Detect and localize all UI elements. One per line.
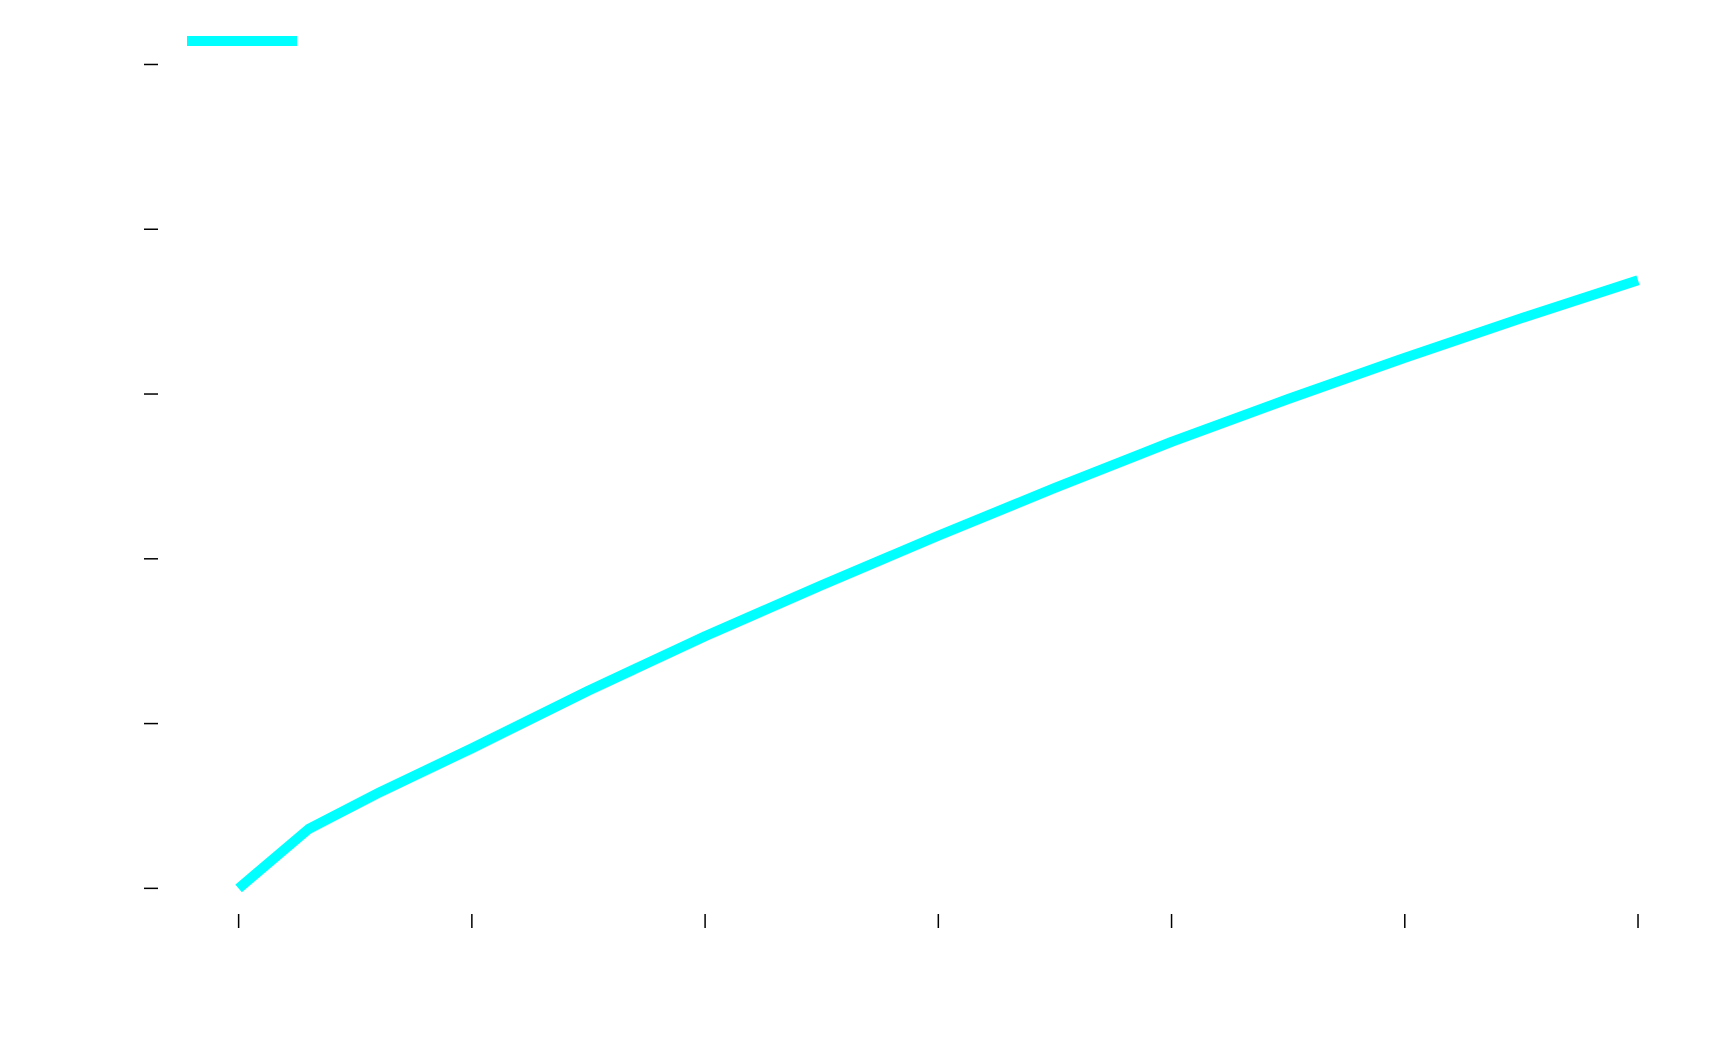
plot-lines	[235, 275, 1640, 893]
series-line-0	[235, 275, 1640, 893]
y-axis	[144, 63, 158, 890]
x-axis	[237, 914, 1639, 928]
